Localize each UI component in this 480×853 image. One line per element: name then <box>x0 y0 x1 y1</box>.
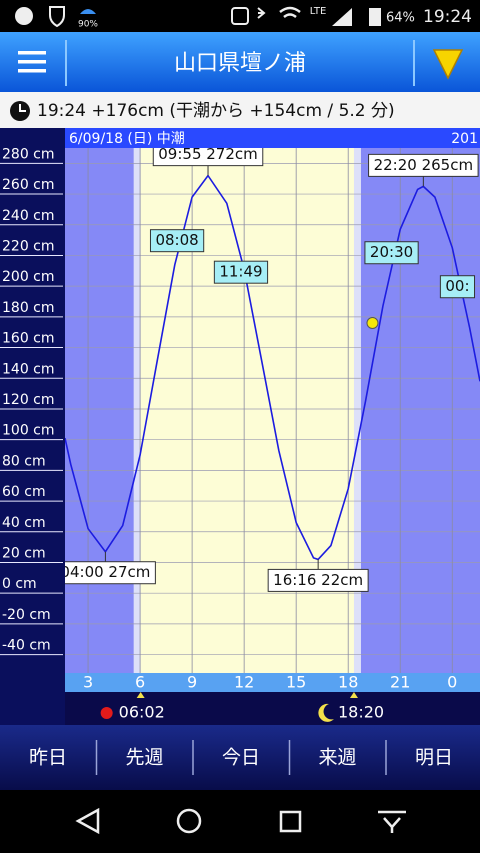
label-box <box>439 275 476 299</box>
label-text: 11:49 <box>219 263 262 281</box>
sun-icon <box>100 707 113 719</box>
nav-group: 昨日 先週 今日 来週 明日 <box>29 740 453 775</box>
date-label: 201 <box>451 131 478 147</box>
filter-button[interactable] <box>432 49 464 80</box>
label-box <box>267 568 369 592</box>
y-tick-label: 140 cm <box>2 361 55 377</box>
status-icon <box>15 7 33 25</box>
system-nav <box>0 790 480 853</box>
y-tick-label: 200 cm <box>2 269 55 285</box>
date-bar <box>0 128 480 148</box>
y-tick-label: 240 cm <box>2 208 55 224</box>
y-tick-label: 220 cm <box>2 238 55 254</box>
x-tick-label: 3 <box>83 673 93 692</box>
status-icon <box>369 8 381 26</box>
label-text: 16:16 22cm <box>273 571 363 589</box>
menu-button[interactable] <box>18 51 46 73</box>
hide-button[interactable] <box>378 810 406 833</box>
x-tick-label: 0 <box>447 673 457 692</box>
y-tick-label: 260 cm <box>2 177 55 193</box>
clock-icon <box>19 104 26 112</box>
y-tick-label: 180 cm <box>2 300 55 316</box>
tide-line <box>65 174 480 561</box>
label-box <box>65 561 156 585</box>
nav-button[interactable]: 明日 <box>415 747 453 769</box>
label-text: 22:20 265cm <box>374 156 474 174</box>
y-tick-label: 100 cm <box>2 423 55 439</box>
sunrise-label: 06:02 <box>119 703 165 722</box>
home-button[interactable] <box>176 808 202 834</box>
label-box <box>152 148 264 167</box>
y-tick-label: 40 cm <box>2 515 46 531</box>
y-tick-label: 160 cm <box>2 331 55 347</box>
info-bar <box>0 92 480 128</box>
y-tick-label: 120 cm <box>2 392 55 408</box>
app-title: 山口県壇ノ浦 <box>174 51 306 76</box>
y-tick-label: 0 cm <box>2 576 37 592</box>
sunset-marker <box>349 692 358 698</box>
sunrise-marker <box>136 692 145 698</box>
status-icon <box>231 7 249 25</box>
x-tick-label: 9 <box>187 673 197 692</box>
status-text: 90% <box>78 20 98 30</box>
label-box <box>213 260 269 284</box>
date-label: 6/09/18 (日) 中潮 <box>69 131 185 147</box>
bottom-nav <box>0 725 480 790</box>
status-icon <box>80 9 96 14</box>
nav-button[interactable]: 今日 <box>222 747 260 769</box>
nav-button[interactable]: 昨日 <box>29 747 67 769</box>
status-icon <box>257 7 266 19</box>
label-text: 08:08 <box>155 231 198 249</box>
x-tick-label: 18 <box>338 673 358 692</box>
label-text: 09:55 272cm <box>158 145 258 163</box>
nav-button[interactable]: 来週 <box>318 747 356 769</box>
x-tick-label: 6 <box>135 673 145 692</box>
x-tick-label: 21 <box>390 673 410 692</box>
status-icon <box>49 6 65 28</box>
y-tick-label: 80 cm <box>2 453 46 469</box>
status-icon <box>332 8 352 26</box>
status-bar <box>0 0 480 32</box>
plot: 08:08 11:49 20:30 00: 04:00 27cm 09:55 272cm 1… <box>60 145 480 673</box>
info-text: 19:24 +176cm (干潮から +154cm / 5.2 分) <box>37 101 395 121</box>
x-axis-bar <box>65 673 480 692</box>
x-tick-label: 12 <box>234 673 254 692</box>
app-header <box>0 32 480 92</box>
label-text: 20:30 <box>370 243 413 261</box>
sunset-label: 18:20 <box>338 703 384 722</box>
y-tick-label: 60 cm <box>2 484 46 500</box>
label-text: 04:00 27cm <box>60 563 150 581</box>
status-text: LTE <box>310 6 327 17</box>
label-box <box>149 229 205 253</box>
axis-panel <box>0 128 65 725</box>
y-tick-label: 20 cm <box>2 545 46 561</box>
label-box <box>364 241 419 265</box>
sun-bar <box>65 692 480 725</box>
y-tick-label: -40 cm <box>2 638 51 654</box>
label-text: 00: <box>445 277 469 295</box>
day-band <box>140 148 354 673</box>
y-tick-label: 280 cm <box>2 146 55 162</box>
current-position <box>366 317 379 329</box>
x-tick-label: 15 <box>286 673 306 692</box>
nav-button[interactable]: 先週 <box>125 747 163 769</box>
recents-button[interactable] <box>279 810 302 833</box>
status-text: 64% <box>386 11 415 26</box>
moon-icon <box>318 703 334 722</box>
status-time: 19:24 <box>423 7 472 27</box>
back-button[interactable] <box>75 807 100 835</box>
status-icon <box>279 6 301 19</box>
label-box <box>368 153 479 177</box>
y-tick-label: -20 cm <box>2 607 51 623</box>
